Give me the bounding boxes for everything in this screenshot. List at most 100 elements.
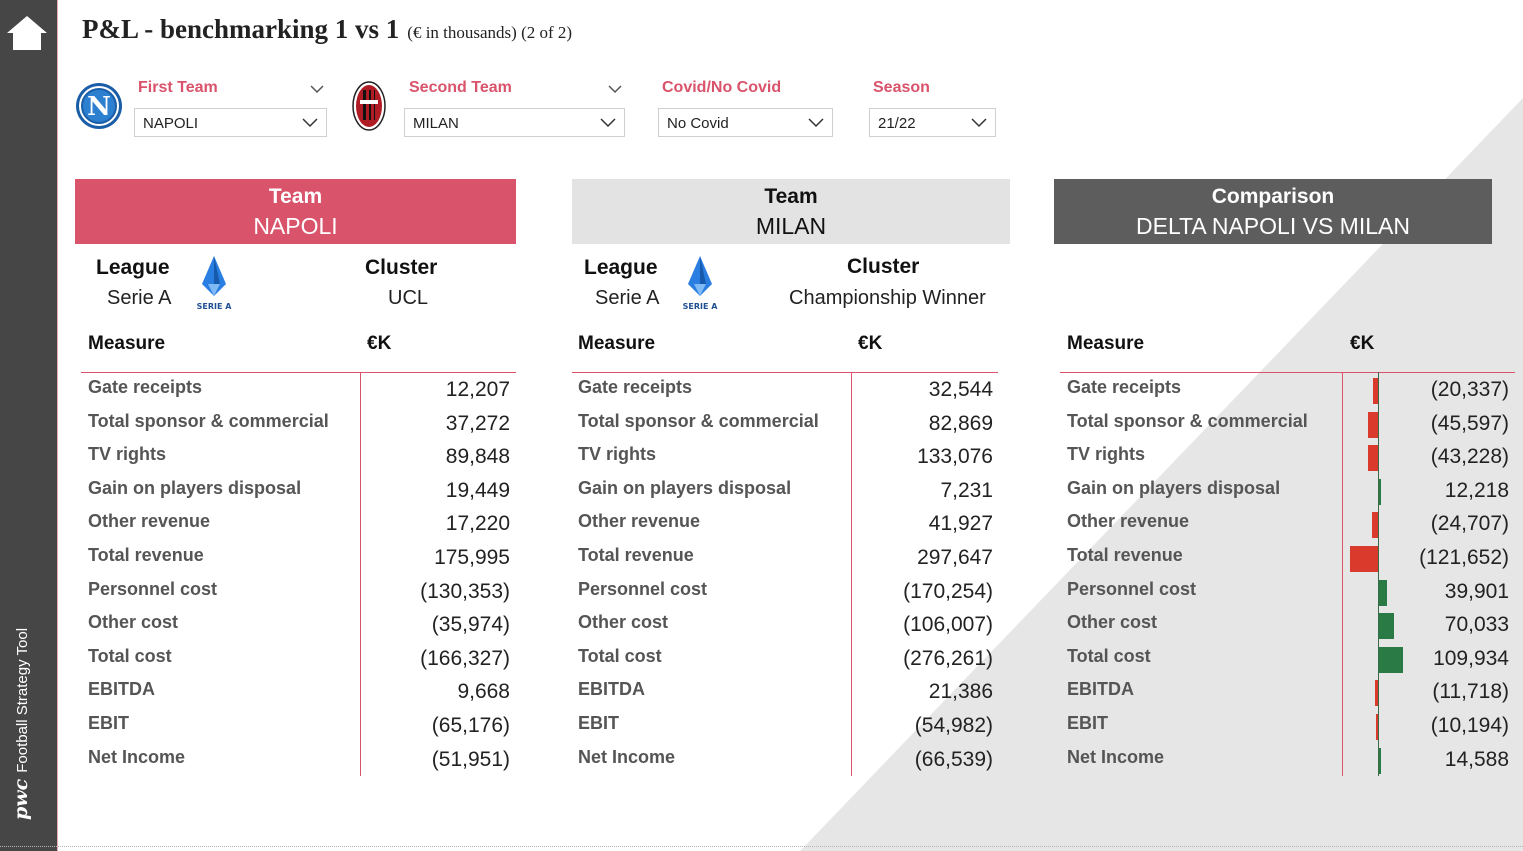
second-team-collapse-icon[interactable] — [608, 84, 622, 94]
covid-label: Covid/No Covid — [662, 79, 782, 96]
comparison-row-measure: Total cost — [1067, 645, 1151, 666]
milan-row-measure: EBIT — [578, 713, 620, 733]
delta-bar — [1378, 613, 1395, 640]
delta-bar — [1378, 646, 1404, 673]
napoli-row-value: 17,220 — [445, 512, 510, 536]
milan-row-value: 82,869 — [928, 411, 993, 435]
napoli-row-measure: TV rights — [88, 444, 167, 465]
comparison-row-measure: Gain on players disposal — [1067, 477, 1281, 498]
season-dropdown[interactable]: 21/22 — [869, 108, 996, 137]
comparison-row-measure: Gate receipts — [1067, 377, 1182, 397]
milan-row-value: (170,254) — [903, 579, 993, 603]
napoli-value-header: €K — [367, 333, 392, 354]
milan-row-value: 133,076 — [917, 445, 993, 469]
comparison-name: DELTA NAPOLI VS MILAN — [1136, 213, 1410, 239]
napoli-row-measure: Total sponsor & commercial — [88, 410, 329, 431]
napoli-row-measure: Total revenue — [88, 545, 204, 565]
delta-bar — [1373, 378, 1378, 404]
napoli-row-measure: Total cost — [88, 645, 172, 666]
napoli-column-divider — [360, 372, 361, 776]
page-title-sub: (€ in thousands) (2 of 2) — [407, 23, 573, 42]
delta-bar — [1372, 512, 1378, 539]
napoli-team-name: NAPOLI — [253, 213, 338, 239]
milan-header: Team MILAN — [572, 179, 1010, 244]
covid-dropdown[interactable]: No Covid — [658, 108, 833, 137]
delta-bar — [1378, 478, 1381, 505]
bottom-divider — [0, 846, 1523, 847]
comparison-row-value: 14,588 — [1444, 747, 1509, 771]
napoli-row-measure: Net Income — [88, 746, 186, 767]
comparison-row-measure: EBIT — [1067, 713, 1109, 733]
milan-crest-icon — [352, 81, 386, 131]
milan-value-header: €K — [858, 333, 883, 354]
delta-zero-axis — [1377, 372, 1379, 776]
napoli-row-measure: Gain on players disposal — [88, 477, 302, 498]
napoli-row-value: (35,974) — [431, 613, 510, 637]
milan-team-name: MILAN — [755, 213, 827, 239]
svg-text:N: N — [87, 92, 111, 122]
milan-team-heading: Team — [764, 185, 818, 208]
milan-row-measure: Total cost — [578, 645, 662, 666]
milan-table-divider — [572, 372, 998, 373]
first-team-dropdown[interactable]: NAPOLI — [134, 108, 327, 137]
comparison-row-measure: EBITDA — [1067, 679, 1134, 700]
napoli-row-measure: Other cost — [88, 612, 179, 633]
napoli-league-value: Serie A — [107, 287, 172, 309]
comparison-column-divider — [1342, 372, 1343, 776]
chevron-down-icon — [808, 118, 824, 128]
pwc-logo: pwc — [10, 778, 32, 820]
comparison-row-measure: Other cost — [1067, 612, 1158, 633]
comparison-row-value: 12,218 — [1444, 478, 1509, 502]
milan-row-value: (276,261) — [903, 646, 993, 670]
second-team-label: Second Team — [409, 79, 512, 96]
napoli-serie-a-logo-text: SERIE A — [197, 302, 233, 310]
sidebar: pwc Football Strategy Tool — [0, 0, 57, 851]
comparison-measure-header: Measure — [1067, 333, 1145, 354]
napoli-row-measure: Personnel cost — [88, 578, 218, 599]
milan-measure-header: Measure — [578, 333, 656, 354]
chevron-down-icon — [302, 118, 318, 128]
milan-row-measure: Gate receipts — [578, 377, 693, 397]
second-team-dropdown[interactable]: MILAN — [404, 108, 625, 137]
milan-serie-a-logo-text: SERIE A — [683, 302, 719, 310]
napoli-team-heading: Team — [268, 185, 323, 208]
napoli-row-measure: EBITDA — [88, 679, 155, 700]
covid-value: No Covid — [667, 115, 729, 132]
brand-text: Football Strategy Tool — [14, 627, 31, 773]
napoli-row-value: 175,995 — [434, 546, 510, 569]
milan-row-measure: Personnel cost — [578, 578, 708, 599]
delta-bar — [1350, 546, 1378, 572]
napoli-table-divider — [81, 372, 516, 373]
milan-column-divider — [851, 372, 852, 776]
napoli-row-measure: Gate receipts — [88, 377, 203, 397]
comparison-row-value: (121,652) — [1419, 546, 1509, 569]
comparison-row-value: (24,707) — [1430, 512, 1509, 536]
napoli-row-measure: EBIT — [88, 713, 130, 733]
first-team-collapse-icon[interactable] — [310, 84, 324, 94]
second-team-value: MILAN — [413, 115, 459, 132]
napoli-row-value: (65,176) — [431, 714, 510, 737]
serie-a-logo-icon: SERIE A — [197, 256, 233, 310]
napoli-cluster-value: UCL — [388, 287, 429, 309]
comparison-row-measure: Total sponsor & commercial — [1067, 410, 1308, 431]
napoli-row-value: 37,272 — [445, 411, 510, 435]
milan-row-value: (106,007) — [903, 613, 993, 637]
napoli-row-value: 9,668 — [457, 680, 510, 704]
comparison-header: Comparison DELTA NAPOLI VS MILAN — [1054, 179, 1492, 244]
milan-row-value: 7,231 — [940, 478, 993, 502]
milan-row-value: 21,386 — [928, 680, 993, 704]
comparison-row-value: (11,718) — [1432, 680, 1509, 704]
milan-cluster-value: Championship Winner — [789, 287, 986, 309]
home-icon[interactable] — [6, 14, 48, 52]
delta-bar — [1378, 747, 1382, 774]
milan-row-measure: EBITDA — [578, 679, 645, 700]
napoli-row-value: 12,207 — [445, 378, 510, 401]
napoli-row-value: 19,449 — [445, 478, 510, 502]
first-team-value: NAPOLI — [143, 115, 199, 132]
napoli-header: Team NAPOLI — [75, 179, 516, 244]
napoli-row-value: 89,848 — [445, 445, 510, 469]
comparison-row-measure: Total revenue — [1067, 545, 1183, 565]
napoli-row-value: (51,951) — [431, 747, 510, 771]
comparison-row-measure: Personnel cost — [1067, 578, 1197, 599]
milan-league-value: Serie A — [595, 287, 660, 309]
